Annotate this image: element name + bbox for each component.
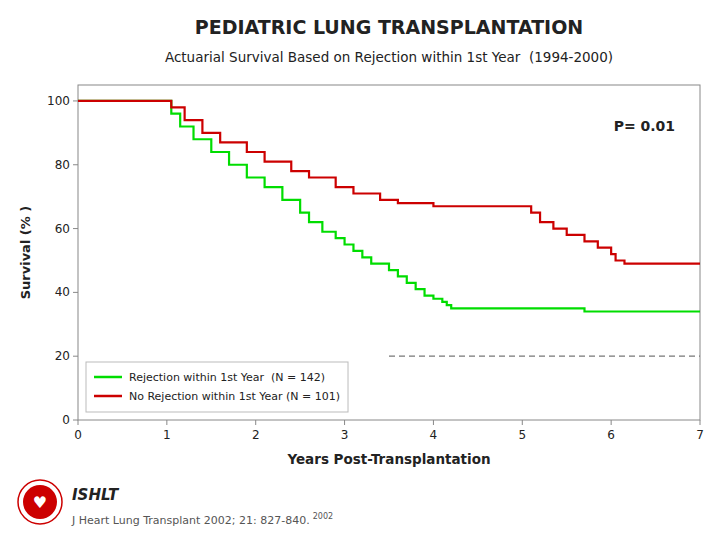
x-tick (611, 420, 612, 425)
logo-inner (23, 485, 57, 519)
y-axis-label: Survival (% ) (18, 206, 33, 300)
legend-swatch (94, 395, 122, 398)
x-tick (344, 420, 345, 425)
logo-outer (18, 480, 62, 524)
legend-swatch (94, 376, 122, 379)
y-tick (73, 100, 78, 101)
x-tick-label: 6 (607, 428, 615, 442)
logo-symbol: ♥ (33, 493, 47, 512)
y-tick (73, 420, 78, 421)
y-tick (73, 228, 78, 229)
chart: PEDIATRIC LUNG TRANSPLANTATION Actuarial … (0, 0, 720, 540)
y-tick-label: 20 (55, 349, 70, 363)
source: J Heart Lung Transplant 2002; 21: 827-84… (71, 512, 333, 527)
reference-line (389, 356, 700, 357)
y-tick-label: 0 (62, 413, 70, 427)
x-tick-label: 7 (696, 428, 704, 442)
x-tick-label: 2 (252, 428, 260, 442)
plot-frame (78, 85, 700, 420)
x-tick (522, 420, 523, 425)
x-axis-label: Years Post-Transplantation (286, 451, 490, 467)
x-tick (433, 420, 434, 425)
y-tick-label: 100 (47, 94, 70, 108)
x-tick-label: 1 (163, 428, 171, 442)
survival-line (78, 101, 700, 264)
logo-text: ISHLT (72, 486, 120, 504)
y-tick-label: 40 (55, 285, 70, 299)
x-tick (78, 420, 79, 425)
y-tick (73, 356, 78, 357)
subtitle: Actuarial Survival Based on Rejection wi… (165, 49, 613, 65)
y-tick (73, 292, 78, 293)
legend-box (86, 362, 348, 412)
title: PEDIATRIC LUNG TRANSPLANTATION (195, 16, 583, 38)
x-tick-label: 0 (74, 428, 82, 442)
x-tick (255, 420, 256, 425)
x-tick-label: 3 (341, 428, 349, 442)
legend: Rejection within 1st Year (N = 142) No Re… (86, 362, 348, 412)
survival-line (78, 101, 700, 312)
x-tick (166, 420, 167, 425)
source-text: J Heart Lung Transplant 2002; 21: 827-84… (71, 514, 310, 527)
x-tick-label: 5 (518, 428, 526, 442)
y-tick (73, 164, 78, 165)
y-tick-label: 60 (55, 222, 70, 236)
plot-marks (78, 101, 700, 356)
y-tick-label: 80 (55, 158, 70, 172)
x-tick (700, 420, 701, 425)
annotation: P= 0.01 (614, 118, 675, 134)
x-tick-label: 4 (430, 428, 438, 442)
legend-label: No Rejection within 1st Year (N = 101) (129, 390, 340, 403)
source-superscript: 2002 (313, 512, 333, 521)
legend-label: Rejection within 1st Year (N = 142) (129, 371, 325, 384)
